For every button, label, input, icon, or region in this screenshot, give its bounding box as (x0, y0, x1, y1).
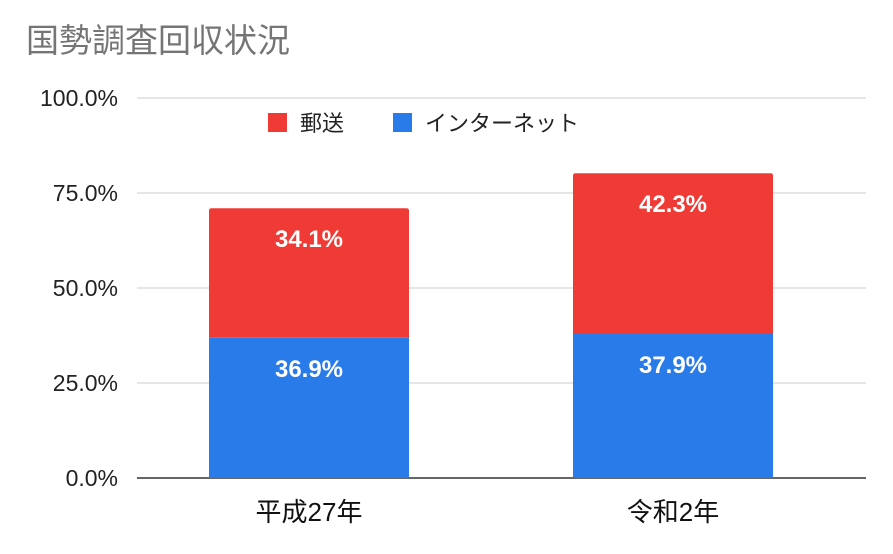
bar-segment (573, 333, 773, 478)
data-label: 42.3% (639, 191, 707, 218)
x-tick-label: 令和2年 (627, 497, 719, 527)
legend-label: 郵送 (300, 112, 344, 137)
y-tick-label: 0.0% (66, 465, 118, 491)
y-tick-label: 75.0% (53, 180, 118, 206)
bar-segment (209, 208, 409, 338)
y-tick-label: 100.0% (40, 85, 118, 111)
chart-title: 国勢調査回収状況 (26, 21, 290, 60)
bar-segment (209, 337, 409, 478)
y-tick-label: 50.0% (53, 275, 118, 301)
data-label: 36.9% (275, 356, 343, 383)
legend-swatch (268, 113, 287, 132)
data-label: 34.1% (275, 226, 343, 253)
legend-label: インターネット (425, 112, 579, 137)
legend-swatch (393, 113, 412, 132)
data-label: 37.9% (639, 352, 707, 379)
bar-segment (573, 173, 773, 334)
x-tick-label: 平成27年 (256, 497, 363, 527)
y-tick-label: 25.0% (53, 370, 118, 396)
